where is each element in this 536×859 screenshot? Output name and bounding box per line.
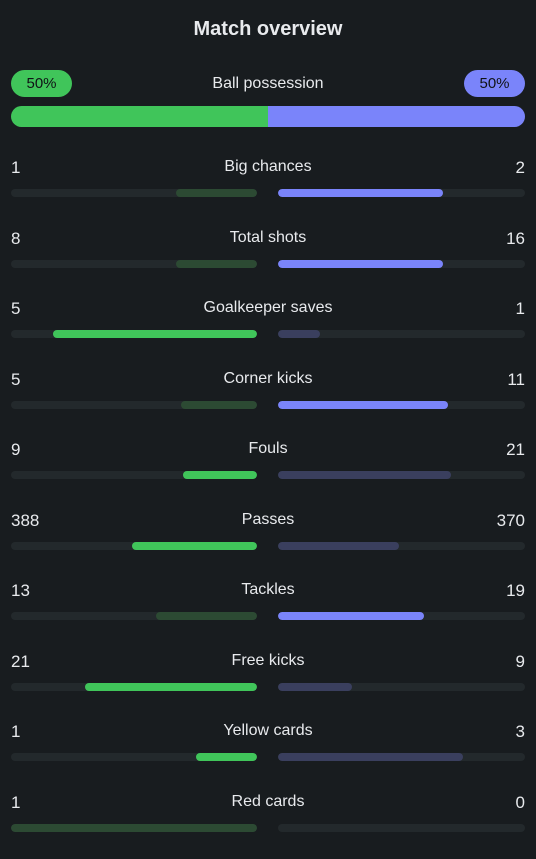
away-stat-fill	[278, 753, 463, 761]
home-stat-bar	[11, 189, 257, 197]
away-stat-fill	[278, 471, 451, 479]
home-stat-fill	[183, 471, 257, 479]
away-stat-bar	[278, 824, 525, 832]
home-stat-bar	[11, 260, 257, 268]
ball-possession-label: Ball possession	[11, 70, 525, 97]
home-stat-fill	[181, 401, 257, 409]
away-stat-value: 11	[507, 370, 525, 390]
away-stat-bar	[278, 753, 525, 761]
away-stat-fill	[278, 189, 443, 197]
stat-label: Passes	[11, 511, 525, 529]
away-stat-fill	[278, 330, 320, 338]
home-stat-fill	[196, 753, 258, 761]
home-stat-fill	[132, 542, 257, 550]
home-possession-fill	[11, 106, 268, 127]
away-stat-value: 2	[516, 158, 525, 178]
away-stat-fill	[278, 612, 424, 620]
ball-possession: 50% Ball possession 50%	[11, 70, 525, 128]
stat-label: Total shots	[11, 229, 525, 247]
home-stat-bar	[11, 612, 257, 620]
stat-label: Goalkeeper saves	[11, 299, 525, 317]
away-stat-value: 1	[516, 299, 525, 319]
stat-label: Red cards	[11, 793, 525, 811]
page-title: Match overview	[0, 18, 536, 41]
home-stat-fill	[85, 683, 257, 691]
away-stat-bar	[278, 471, 525, 479]
home-stat-fill	[176, 189, 257, 197]
away-stat-value: 3	[516, 722, 525, 742]
stat-label: Corner kicks	[11, 370, 525, 388]
away-stat-value: 19	[506, 581, 525, 601]
home-stat-bar	[11, 330, 257, 338]
home-stat-fill	[156, 612, 257, 620]
away-stat-value: 370	[497, 511, 525, 531]
stat-label: Yellow cards	[11, 722, 525, 740]
away-stat-bar	[278, 330, 525, 338]
away-stat-value: 16	[506, 229, 525, 249]
home-stat-bar	[11, 401, 257, 409]
away-stat-fill	[278, 401, 448, 409]
away-stat-bar	[278, 401, 525, 409]
away-stat-bar	[278, 683, 525, 691]
home-stat-bar	[11, 683, 257, 691]
home-stat-bar	[11, 824, 257, 832]
possession-bar	[11, 106, 525, 127]
away-stat-fill	[278, 683, 352, 691]
home-stat-bar	[11, 542, 257, 550]
stat-label: Fouls	[11, 440, 525, 458]
home-stat-fill	[176, 260, 257, 268]
away-possession-fill	[268, 106, 525, 127]
home-stat-bar	[11, 471, 257, 479]
away-possession-badge: 50%	[464, 70, 525, 97]
away-stat-bar	[278, 612, 525, 620]
away-stat-bar	[278, 260, 525, 268]
home-stat-fill	[53, 330, 257, 338]
away-stat-bar	[278, 542, 525, 550]
away-stat-value: 9	[516, 652, 525, 672]
home-stat-bar	[11, 753, 257, 761]
away-stat-fill	[278, 542, 399, 550]
away-stat-value: 0	[516, 793, 525, 813]
away-stat-bar	[278, 189, 525, 197]
home-stat-fill	[11, 824, 257, 832]
stat-label: Free kicks	[11, 652, 525, 670]
away-stat-value: 21	[506, 440, 525, 460]
away-stat-fill	[278, 260, 443, 268]
stat-label: Big chances	[11, 158, 525, 176]
stat-label: Tackles	[11, 581, 525, 599]
